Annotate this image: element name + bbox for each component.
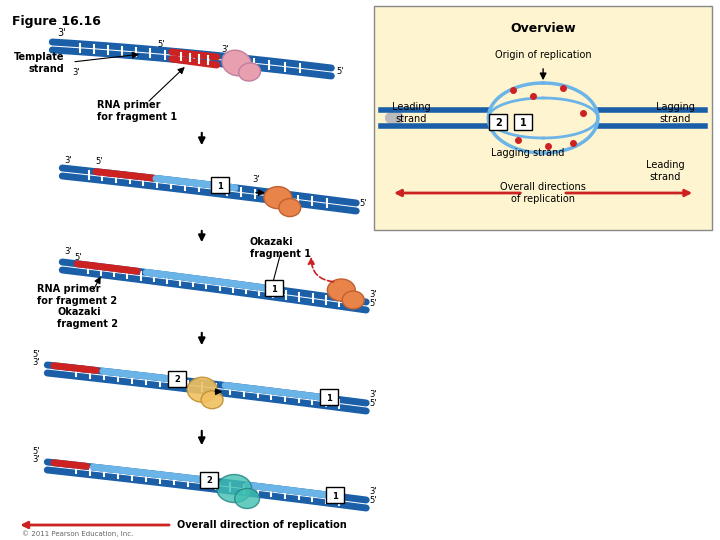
Text: RNA primer
for fragment 1: RNA primer for fragment 1 <box>97 100 177 122</box>
FancyBboxPatch shape <box>211 177 229 193</box>
Text: 5': 5' <box>369 299 377 308</box>
Text: 3': 3' <box>64 156 72 165</box>
Text: Lagging
strand: Lagging strand <box>656 102 695 124</box>
FancyBboxPatch shape <box>490 114 507 130</box>
Text: 5': 5' <box>32 350 40 359</box>
Text: Figure 16.16: Figure 16.16 <box>12 15 102 28</box>
Text: Overall direction of replication: Overall direction of replication <box>177 520 346 530</box>
FancyBboxPatch shape <box>168 371 186 387</box>
Ellipse shape <box>222 50 251 76</box>
Ellipse shape <box>264 187 292 208</box>
Ellipse shape <box>217 475 251 503</box>
Text: Leading
strand: Leading strand <box>392 102 431 124</box>
Text: 1: 1 <box>271 285 277 294</box>
Text: 5': 5' <box>157 40 164 49</box>
Text: 3': 3' <box>369 487 377 496</box>
FancyBboxPatch shape <box>265 280 283 296</box>
Text: Overview: Overview <box>510 22 576 35</box>
Ellipse shape <box>239 63 261 81</box>
FancyBboxPatch shape <box>374 6 712 230</box>
Text: Template
strand: Template strand <box>14 52 64 73</box>
Polygon shape <box>543 83 598 153</box>
Text: 2: 2 <box>207 476 212 485</box>
FancyBboxPatch shape <box>514 114 532 130</box>
Text: 3': 3' <box>222 45 230 54</box>
Text: 1: 1 <box>332 491 338 501</box>
Ellipse shape <box>328 279 355 301</box>
Text: 3': 3' <box>252 174 260 184</box>
Text: 5': 5' <box>95 157 103 166</box>
Text: Leading
strand: Leading strand <box>646 160 685 181</box>
Text: RNA primer
for fragment 2: RNA primer for fragment 2 <box>37 284 117 306</box>
Text: 3': 3' <box>58 28 66 38</box>
FancyBboxPatch shape <box>320 389 338 405</box>
Text: 5': 5' <box>369 399 377 408</box>
Text: 2: 2 <box>174 375 180 384</box>
Ellipse shape <box>279 199 301 217</box>
Text: 3': 3' <box>369 390 377 399</box>
Text: Origin of replication: Origin of replication <box>495 50 591 60</box>
Text: 1: 1 <box>520 118 526 128</box>
Ellipse shape <box>235 489 260 509</box>
Text: 3': 3' <box>72 68 80 77</box>
Text: 5': 5' <box>74 253 81 262</box>
Ellipse shape <box>201 391 223 409</box>
Text: 3': 3' <box>64 247 72 256</box>
Text: 1: 1 <box>326 394 332 403</box>
Text: 5': 5' <box>359 199 366 208</box>
Text: 3': 3' <box>32 455 40 464</box>
Text: 3': 3' <box>32 358 40 367</box>
Polygon shape <box>488 83 543 153</box>
Text: © 2011 Pearson Education, Inc.: © 2011 Pearson Education, Inc. <box>22 530 134 537</box>
Text: 1: 1 <box>217 181 223 191</box>
FancyBboxPatch shape <box>200 471 218 488</box>
FancyBboxPatch shape <box>326 487 344 503</box>
Text: 5': 5' <box>369 496 377 505</box>
Ellipse shape <box>342 291 364 309</box>
Text: Overall directions
of replication: Overall directions of replication <box>500 182 586 204</box>
Text: 3': 3' <box>369 290 377 299</box>
Text: Okazaki
fragment 2: Okazaki fragment 2 <box>58 307 118 329</box>
Text: Lagging strand: Lagging strand <box>492 148 565 158</box>
Text: Okazaki
fragment 1: Okazaki fragment 1 <box>250 237 310 259</box>
Text: 2: 2 <box>495 118 502 128</box>
Ellipse shape <box>187 377 217 402</box>
Text: 5': 5' <box>336 67 344 76</box>
Text: 5': 5' <box>32 447 40 456</box>
